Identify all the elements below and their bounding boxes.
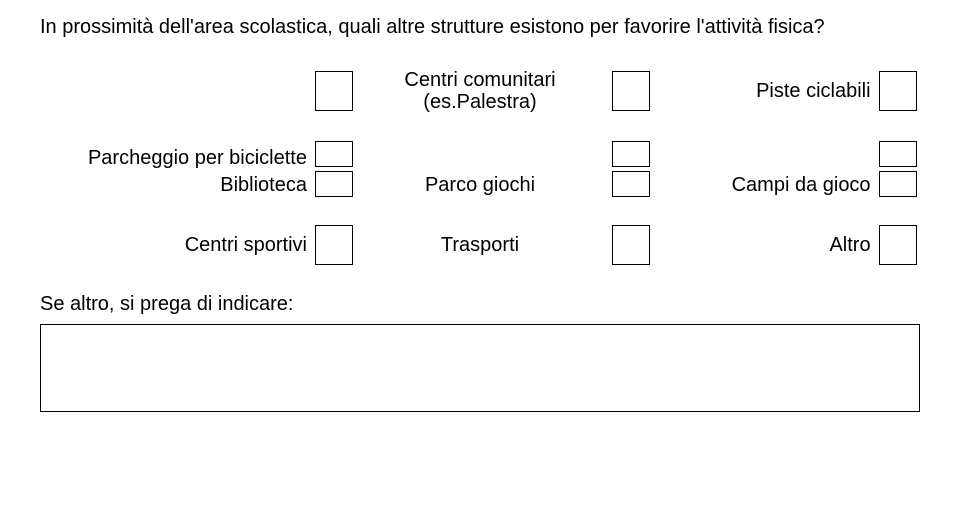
checkbox-piste-ciclabili[interactable] <box>879 71 917 111</box>
options-row-1: Centri comunitari (es.Palestra) Piste ci… <box>40 69 920 113</box>
checkbox-parcheggio-biciclette[interactable] <box>315 141 353 167</box>
options-row-2: Parcheggio per biciclette Biblioteca Par… <box>40 141 920 197</box>
checkbox-trasporti[interactable] <box>612 225 650 265</box>
checkbox-altro[interactable] <box>879 225 917 265</box>
checkbox-parco-giochi-upper[interactable] <box>612 141 650 167</box>
label-parco-giochi: Parco giochi <box>425 174 535 197</box>
checkbox-biblioteca[interactable] <box>315 171 353 197</box>
checkbox-campi-gioco-lower[interactable] <box>879 171 917 197</box>
label-centri-comunitari-l1: Centri comunitari <box>404 69 555 91</box>
other-textarea[interactable] <box>40 324 920 412</box>
label-altro: Altro <box>829 234 870 257</box>
checkbox-centri-sportivi[interactable] <box>315 225 353 265</box>
checkbox-parco-giochi-lower[interactable] <box>612 171 650 197</box>
label-centri-comunitari-l2: (es.Palestra) <box>404 91 555 113</box>
footer-label: Se altro, si prega di indicare: <box>40 293 920 316</box>
label-centri-comunitari: Centri comunitari (es.Palestra) <box>404 69 555 113</box>
checkbox-campi-gioco-upper[interactable] <box>879 141 917 167</box>
question-text: In prossimità dell'area scolastica, qual… <box>40 16 920 39</box>
label-trasporti: Trasporti <box>441 234 519 257</box>
label-campi-gioco: Campi da gioco <box>732 174 871 197</box>
label-parcheggio-biciclette: Parcheggio per biciclette <box>88 147 307 170</box>
checkbox-centri-comunitari[interactable] <box>612 71 650 111</box>
label-piste-ciclabili: Piste ciclabili <box>756 80 870 103</box>
options-row-3: Centri sportivi Trasporti Altro <box>40 225 920 265</box>
checkbox-r1-c1[interactable] <box>315 71 353 111</box>
label-biblioteca: Biblioteca <box>220 174 307 197</box>
label-centri-sportivi: Centri sportivi <box>185 234 307 257</box>
